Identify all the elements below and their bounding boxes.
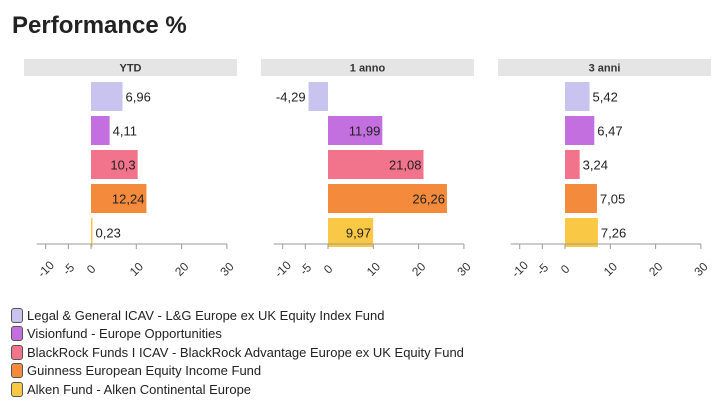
x-tick-label: -5 <box>534 260 552 278</box>
data-label: 10,3 <box>110 158 135 173</box>
data-label: 6,47 <box>597 124 622 139</box>
x-tick-label: 20 <box>646 259 666 279</box>
legend-label: BlackRock Funds I ICAV - BlackRock Advan… <box>27 344 464 360</box>
data-label: 0,23 <box>96 226 121 241</box>
legend-item: BlackRock Funds I ICAV - BlackRock Advan… <box>11 343 464 362</box>
bar <box>328 218 374 247</box>
page-title: Performance % <box>12 12 187 39</box>
legend-item: Visionfund - Europe Opportunities <box>11 325 464 344</box>
panel-header-label: 3 anni <box>589 63 621 75</box>
data-label: 4,11 <box>113 124 137 139</box>
x-tick-label: 0 <box>84 262 99 277</box>
x-tick-label: 10 <box>364 259 384 279</box>
legend-label: Alken Fund - Alken Continental Europe <box>27 381 252 397</box>
bar <box>565 82 590 111</box>
x-tick-label: 10 <box>127 259 147 279</box>
bar <box>328 150 424 179</box>
bar <box>91 116 110 145</box>
legend-swatch <box>11 363 23 379</box>
x-tick-label: 10 <box>601 259 621 279</box>
legend-swatch <box>11 344 23 360</box>
x-tick-label: 20 <box>172 259 192 279</box>
x-tick-label: -10 <box>509 258 531 280</box>
data-label: 3,24 <box>583 158 608 173</box>
data-label: 11,99 <box>349 124 381 139</box>
bar <box>91 82 123 111</box>
data-label: 26,26 <box>412 192 445 207</box>
x-tick-label: 30 <box>454 259 474 279</box>
x-tick-label: 0 <box>558 262 573 277</box>
legend-label: Guinness European Equity Income Fund <box>27 363 262 379</box>
data-label: 9,97 <box>346 226 371 241</box>
data-label: 12,24 <box>112 192 145 207</box>
data-label: -4,29 <box>276 90 306 105</box>
bar <box>565 150 580 179</box>
legend-item: Alken Fund - Alken Continental Europe <box>11 380 464 399</box>
panel-header-label: YTD <box>120 63 142 75</box>
legend-swatch <box>11 326 23 342</box>
bar <box>565 184 597 213</box>
x-tick-label: 30 <box>691 259 711 279</box>
legend-label: Legal & General ICAV - L&G Europe ex UK … <box>27 307 385 323</box>
bar <box>308 82 328 111</box>
legend-item: Legal & General ICAV - L&G Europe ex UK … <box>11 306 464 325</box>
chart-legend: Legal & General ICAV - L&G Europe ex UK … <box>11 306 464 399</box>
x-tick-label: -5 <box>297 260 315 278</box>
x-tick-label: -5 <box>60 260 78 278</box>
x-tick-label: 30 <box>217 259 237 279</box>
bar <box>328 184 447 213</box>
data-label: 5,42 <box>593 90 618 105</box>
data-label: 6,96 <box>126 90 151 105</box>
bar <box>91 150 138 179</box>
legend-swatch <box>11 381 23 397</box>
legend-item: Guinness European Equity Income Fund <box>11 362 464 381</box>
panel-header <box>498 59 711 76</box>
bar <box>328 116 383 145</box>
panel-header <box>24 59 237 76</box>
legend-swatch <box>11 307 23 323</box>
panel-header <box>261 59 474 76</box>
data-label: 21,08 <box>389 158 422 173</box>
x-tick-label: -10 <box>272 258 294 280</box>
bar <box>91 218 93 247</box>
data-label: 7,26 <box>601 226 626 241</box>
data-label: 7,05 <box>600 192 625 207</box>
x-tick-label: 20 <box>409 259 429 279</box>
bar <box>565 116 595 145</box>
panel-header-label: 1 anno <box>350 63 386 75</box>
x-tick-label: 0 <box>321 262 336 277</box>
bar <box>91 184 147 213</box>
legend-label: Visionfund - Europe Opportunities <box>27 326 222 342</box>
x-tick-label: -10 <box>35 258 57 280</box>
bar <box>565 218 598 247</box>
